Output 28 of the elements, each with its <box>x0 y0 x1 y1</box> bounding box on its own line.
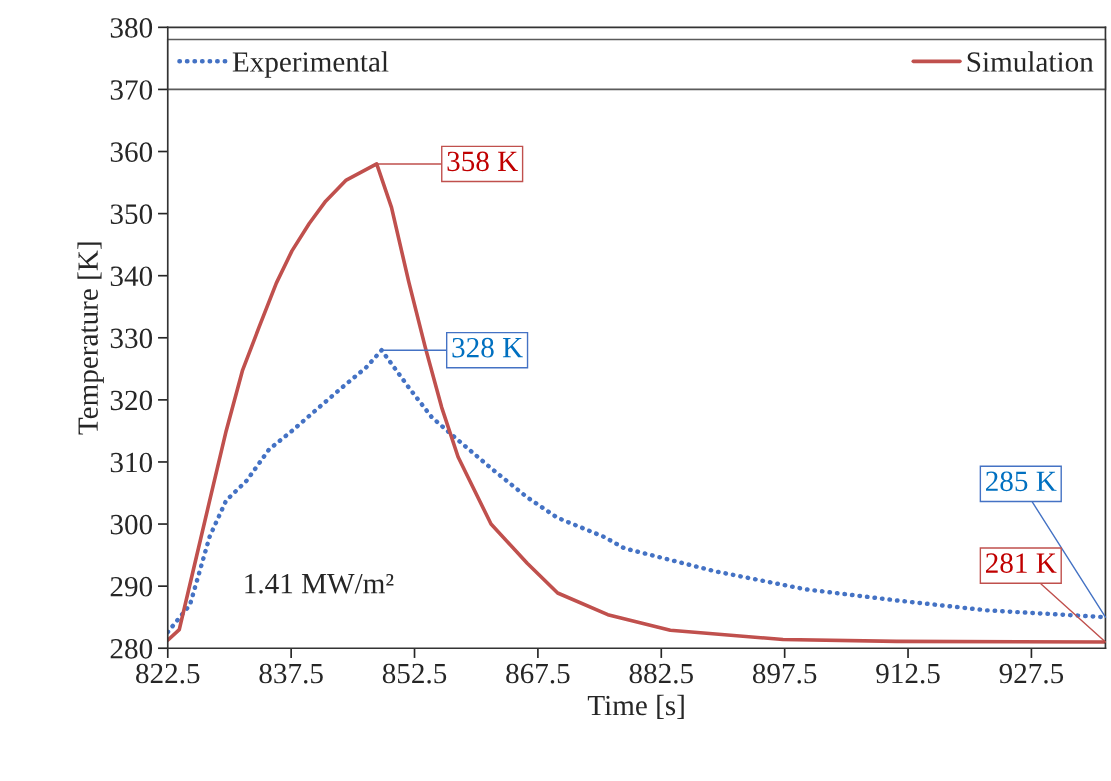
x-tick-label: 822.5 <box>136 663 200 684</box>
x-tick-label: 867.5 <box>506 663 570 684</box>
y-tick-label: 280 <box>110 638 153 659</box>
legend-label: Simulation <box>967 51 1094 72</box>
y-axis-title: Temperature [K] <box>77 242 104 435</box>
y-tick-label: 320 <box>110 390 153 411</box>
y-tick-label: 290 <box>110 576 153 597</box>
annotation: 1.41 MW/m² <box>245 573 394 594</box>
y-tick-label: 380 <box>110 18 153 38</box>
x-tick-label: 852.5 <box>382 663 447 684</box>
y-tick-label: 330 <box>110 328 153 349</box>
y-tick-label: 300 <box>110 514 153 535</box>
y-tick-label: 310 <box>110 452 153 473</box>
y-tick-label: 350 <box>110 204 153 225</box>
y-tick-label: 360 <box>110 142 153 162</box>
x-axis-title: Time [s] <box>587 694 684 719</box>
x-tick-label: 837.5 <box>259 663 323 684</box>
y-tick-label: 340 <box>110 266 153 287</box>
legend-label: Experimental <box>232 51 389 78</box>
y-tick-label: 370 <box>110 80 153 100</box>
x-tick-label: 927.5 <box>999 663 1064 684</box>
annotation: 328 K <box>452 337 523 358</box>
annotation: 285 K <box>986 471 1057 492</box>
x-tick-label: 882.5 <box>629 663 693 684</box>
x-tick-label: 897.5 <box>752 663 817 684</box>
x-tick-label: 912.5 <box>876 663 940 684</box>
annotation: 358 K <box>447 151 518 172</box>
annotation: 281 K <box>986 553 1057 573</box>
